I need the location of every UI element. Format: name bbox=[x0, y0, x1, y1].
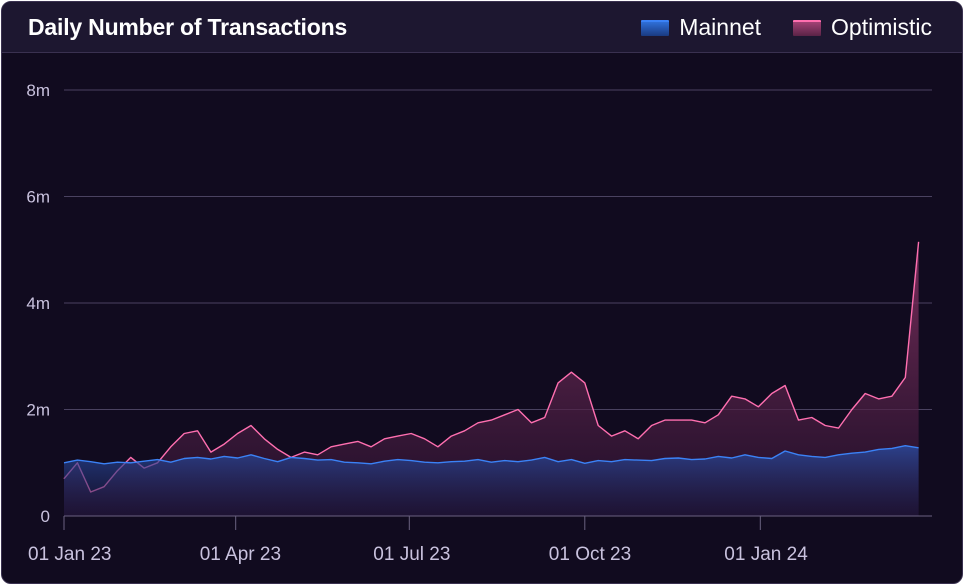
x-tick-label-3: 01 Oct 23 bbox=[549, 544, 631, 565]
y-tick-label-3: 6m bbox=[26, 188, 50, 207]
chart-title: Daily Number of Transactions bbox=[28, 14, 348, 40]
legend-label-mainnet: Mainnet bbox=[679, 14, 762, 40]
series-area-mainnet bbox=[64, 445, 919, 516]
y-tick-label-1: 2m bbox=[26, 401, 50, 420]
legend-label-optimistic: Optimistic bbox=[831, 14, 932, 40]
series-area-optimistic bbox=[64, 241, 919, 517]
legend-item-mainnet[interactable]: Mainnet bbox=[641, 14, 761, 41]
y-tick-label-2: 4m bbox=[26, 294, 50, 313]
y-tick-label-0: 0 bbox=[41, 507, 50, 526]
chart-header: Daily Number of Transactions Mainnet Opt… bbox=[2, 2, 962, 53]
legend-item-optimistic[interactable]: Optimistic bbox=[793, 14, 932, 41]
y-tick-label-4: 8m bbox=[26, 81, 50, 100]
series-line-optimistic bbox=[63, 241, 920, 493]
legend: Mainnet Optimistic bbox=[609, 14, 932, 41]
x-tick-label-1: 01 Apr 23 bbox=[200, 544, 281, 565]
x-tick-label-2: 01 Jul 23 bbox=[373, 544, 450, 565]
x-tick-label-0: 01 Jan 23 bbox=[28, 544, 111, 565]
legend-swatch-mainnet bbox=[641, 19, 670, 36]
grid-lines bbox=[64, 89, 932, 410]
axes: 0 2m 4m 6m 8m 01 Jan 23 01 Apr 23 01 Jul 23 01 O… bbox=[26, 81, 932, 565]
series-line-mainnet bbox=[63, 445, 919, 465]
legend-swatch-optimistic bbox=[793, 19, 822, 36]
series-areas bbox=[63, 241, 920, 517]
x-tick-label-4: 01 Jan 24 bbox=[724, 544, 808, 565]
